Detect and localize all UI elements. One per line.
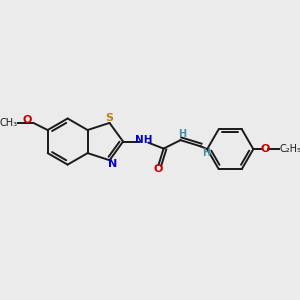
Text: O: O [261,144,270,154]
Text: H: H [178,129,186,139]
Text: O: O [23,115,32,124]
Text: CH₃: CH₃ [0,118,17,128]
Text: C₂H₅: C₂H₅ [279,144,300,154]
Text: NH: NH [135,135,152,145]
Text: O: O [153,164,163,174]
Text: H: H [202,148,210,158]
Text: N: N [108,159,117,170]
Text: S: S [106,113,113,123]
